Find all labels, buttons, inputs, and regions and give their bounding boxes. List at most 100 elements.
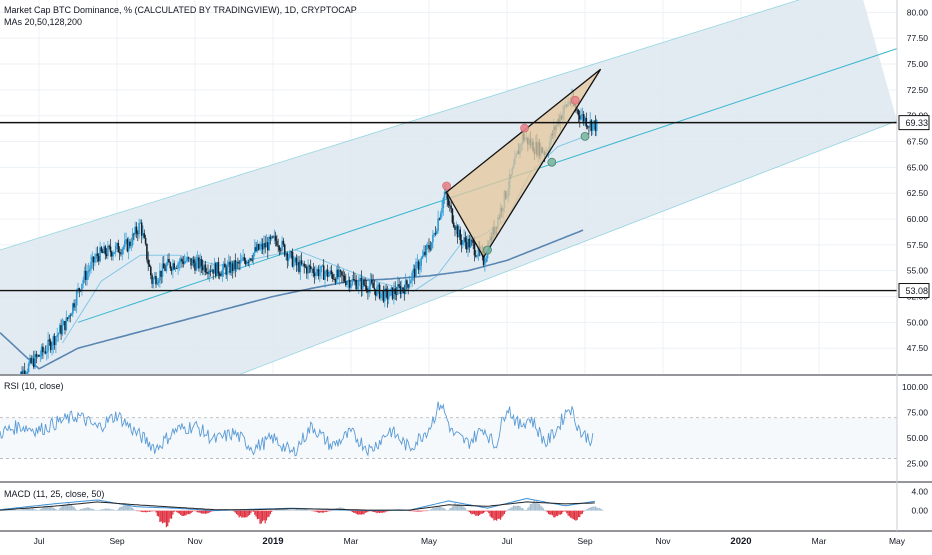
candle-body (72, 303, 74, 314)
candle-body (30, 357, 32, 363)
macd-histogram-bar (535, 503, 537, 511)
candle-body (367, 290, 369, 293)
macd-histogram-bar (458, 504, 460, 511)
macd-histogram-bar (155, 510, 157, 513)
macd-histogram-bar (178, 510, 180, 514)
macd-histogram-bar (26, 507, 28, 511)
macd-histogram-bar (95, 510, 97, 511)
level-label-box (898, 283, 930, 299)
candle-body (289, 251, 291, 258)
macd-histogram-bar (475, 510, 477, 516)
candle-body (472, 240, 474, 244)
candle-body (589, 120, 591, 127)
macd-histogram-bar (481, 510, 483, 514)
macd-histogram-bar (567, 510, 569, 516)
candle-body (378, 284, 381, 299)
candle-body (86, 272, 88, 281)
candle-body (257, 244, 260, 250)
candle-body (252, 252, 255, 261)
macd-histogram-bar (59, 508, 61, 511)
candle-body (90, 261, 92, 270)
candle-body (137, 233, 139, 235)
candle-body (385, 288, 387, 291)
macd-histogram-bar (69, 505, 71, 511)
macd-histogram-bar (177, 510, 179, 514)
candle-body (342, 275, 344, 277)
macd-histogram-bar (22, 508, 24, 511)
candle-body (70, 313, 73, 316)
macd-histogram-bar (310, 510, 312, 511)
macd-histogram-bar (382, 510, 385, 513)
macd-histogram-bar (354, 510, 356, 513)
time-axis-label: May (421, 536, 438, 546)
macd-histogram-bar (308, 510, 310, 511)
trough-marker (483, 245, 492, 255)
candle-body (434, 233, 437, 235)
macd-histogram-bar (128, 505, 130, 511)
candle-body (441, 208, 443, 214)
trough-marker (580, 131, 590, 141)
candle-body (57, 333, 60, 336)
macd-pane (0, 497, 604, 528)
candle-body (255, 247, 257, 252)
macd-histogram-bar (130, 507, 132, 511)
candle-body (20, 371, 22, 374)
macd-histogram-bar (46, 505, 48, 511)
candle-body (311, 268, 313, 270)
macd-histogram-bar (484, 510, 486, 512)
candle-body (426, 245, 429, 246)
macd-histogram-bar (285, 509, 287, 511)
candle-body (582, 114, 585, 122)
macd-histogram-bar (197, 510, 199, 513)
candle-body (361, 279, 364, 290)
candle-body (151, 275, 153, 284)
macd-histogram-bar (210, 510, 212, 512)
macd-histogram-bar (256, 510, 258, 520)
candle-body (220, 275, 222, 277)
macd-histogram-bar (349, 510, 351, 511)
macd-histogram-bar (328, 510, 330, 512)
candle-body (153, 276, 156, 279)
candle-body (49, 341, 52, 350)
macd-histogram-bar (263, 510, 265, 521)
macd-histogram-bar (538, 504, 541, 511)
candle-body (82, 279, 84, 284)
macd-histogram-bar (154, 510, 156, 512)
candle-body (306, 266, 308, 274)
candle-body (285, 253, 287, 256)
candle-body (309, 266, 312, 270)
candle-body (222, 263, 225, 270)
candle-body (455, 225, 458, 230)
macd-histogram-bar (489, 510, 491, 517)
macd-histogram-bar (125, 505, 127, 511)
macd-histogram-bar (294, 509, 296, 511)
macd-histogram-bar (47, 506, 49, 511)
macd-histogram-bar (239, 510, 242, 517)
macd-histogram-bar (598, 507, 600, 511)
candle-body (142, 233, 144, 236)
macd-histogram-bar (485, 510, 487, 512)
price-axis-label: 72.50 (907, 85, 929, 95)
macd-histogram-bar (55, 509, 57, 511)
macd-histogram-bar (107, 508, 109, 511)
macd-histogram-bar (133, 509, 135, 511)
price-axis-label: 60.00 (907, 214, 929, 224)
macd-histogram-bar (193, 510, 195, 512)
candle-body (264, 242, 266, 248)
candle-body (243, 257, 246, 261)
macd-histogram-bar (119, 507, 121, 511)
candle-body (176, 268, 178, 269)
candle-body (462, 241, 464, 245)
macd-histogram-bar (355, 510, 357, 514)
candle-body (320, 265, 322, 273)
candle-body (360, 277, 363, 290)
macd-histogram-bar (18, 510, 21, 511)
macd-histogram-bar (306, 509, 308, 511)
candle-body (469, 240, 472, 248)
candle-body (100, 247, 103, 252)
rsi-line (0, 401, 594, 457)
macd-histogram-bar (483, 510, 485, 514)
candle-body (307, 265, 309, 274)
candle-body (156, 283, 159, 285)
candle-body (407, 284, 409, 288)
